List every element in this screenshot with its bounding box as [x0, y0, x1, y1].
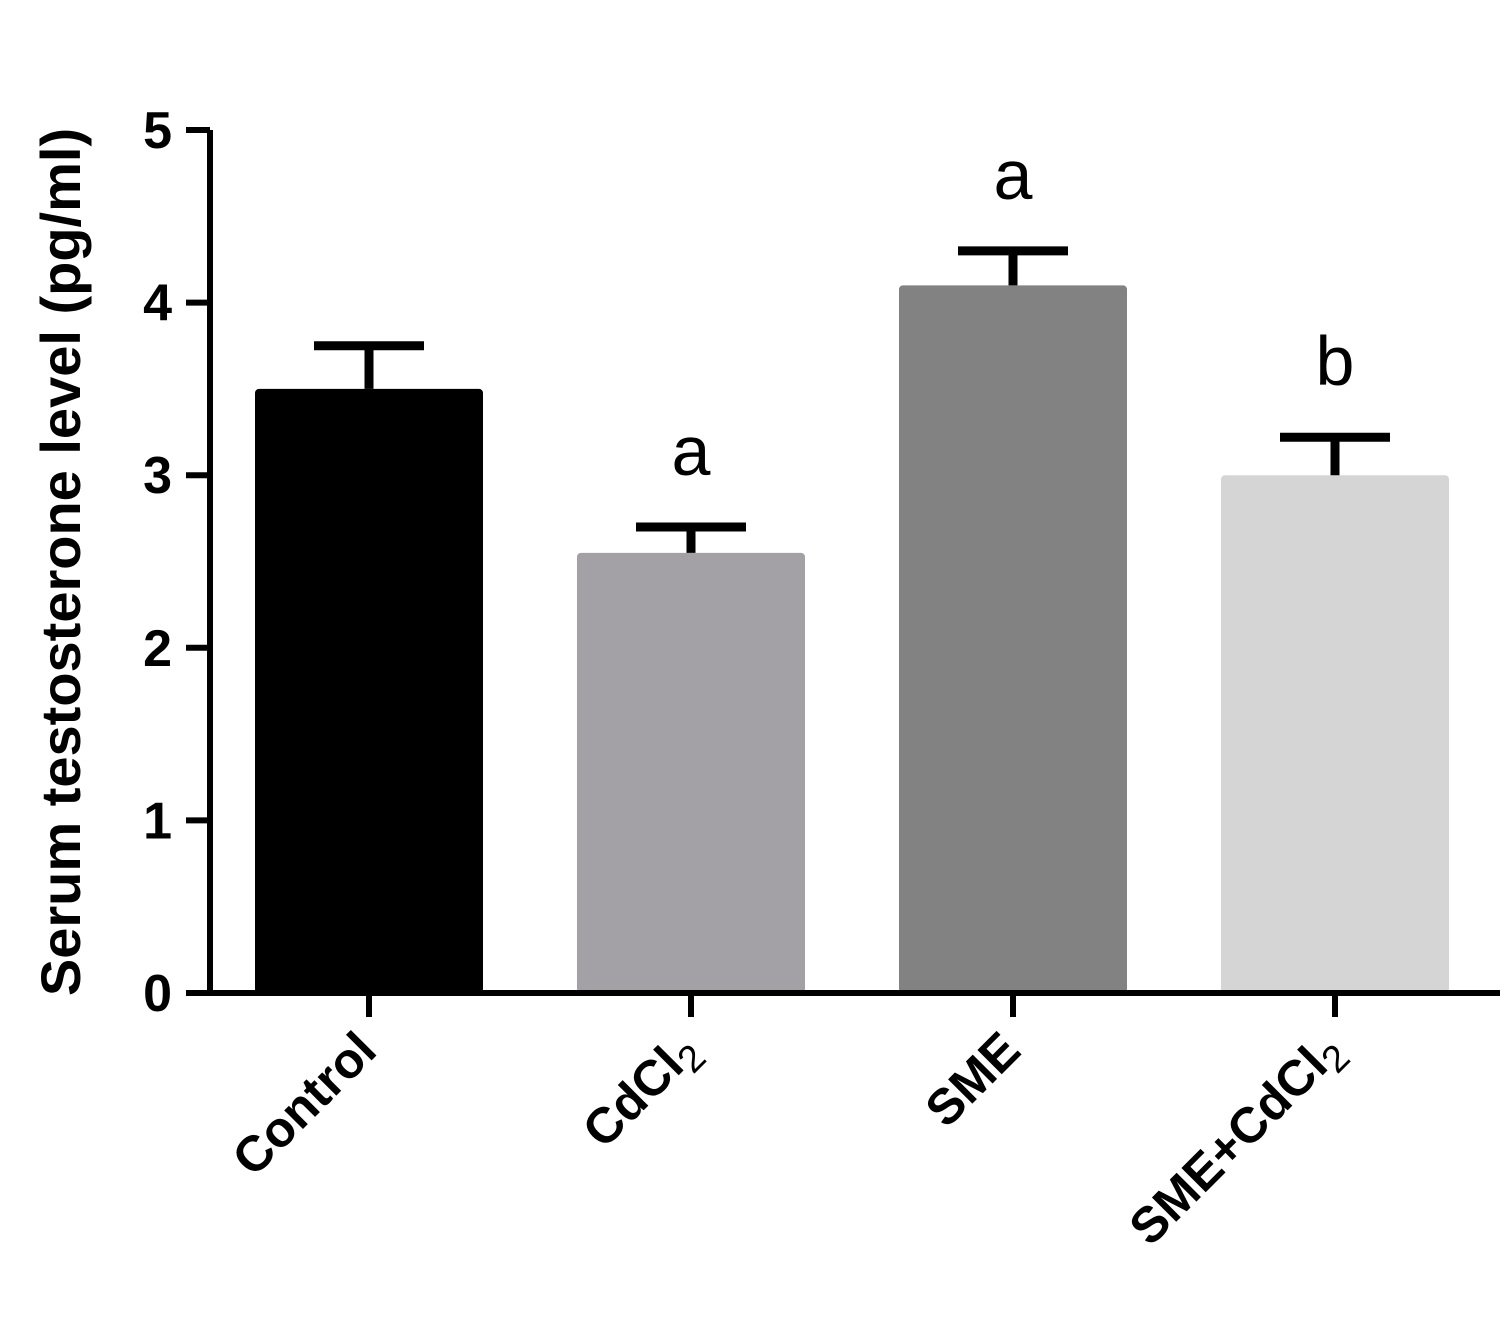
bar-control [255, 388, 483, 993]
x-ticks-layer: Control CdCl2 SME SME+CdCl2 [222, 993, 1358, 1261]
y-tick-label: 4 [143, 275, 172, 333]
bar-sme-cdcl2 [1221, 475, 1449, 993]
error-bar [958, 246, 1068, 286]
error-bar [314, 341, 424, 389]
significance-label: a [994, 136, 1033, 214]
error-bar [636, 522, 746, 553]
error-bar [1280, 432, 1390, 476]
y-tick-label: 1 [143, 792, 172, 850]
y-axis-label: Serum testosterone level (pg/ml) [29, 128, 92, 996]
significance-label: b [1316, 322, 1355, 400]
error-bars-layer [314, 246, 1390, 553]
axes-layer [207, 130, 1500, 996]
significance-label: a [672, 412, 711, 490]
x-tick-label: Control [222, 1021, 387, 1186]
y-tick-label: 3 [143, 447, 172, 505]
bar-sme [899, 285, 1127, 994]
y-ticks-layer: 0 1 2 3 4 5 [143, 102, 210, 1023]
significance-labels-layer: a a b [672, 136, 1355, 490]
bars-layer [255, 285, 1449, 994]
y-tick-label: 0 [143, 965, 172, 1023]
y-tick-label: 5 [143, 102, 172, 160]
x-tick-label: SME [915, 1021, 1031, 1137]
bar-cdcl2 [577, 552, 805, 993]
x-tick-label: CdCl2 [572, 1021, 715, 1164]
y-tick-label: 2 [143, 620, 172, 678]
x-tick-label: SME+CdCl2 [1118, 1021, 1358, 1261]
